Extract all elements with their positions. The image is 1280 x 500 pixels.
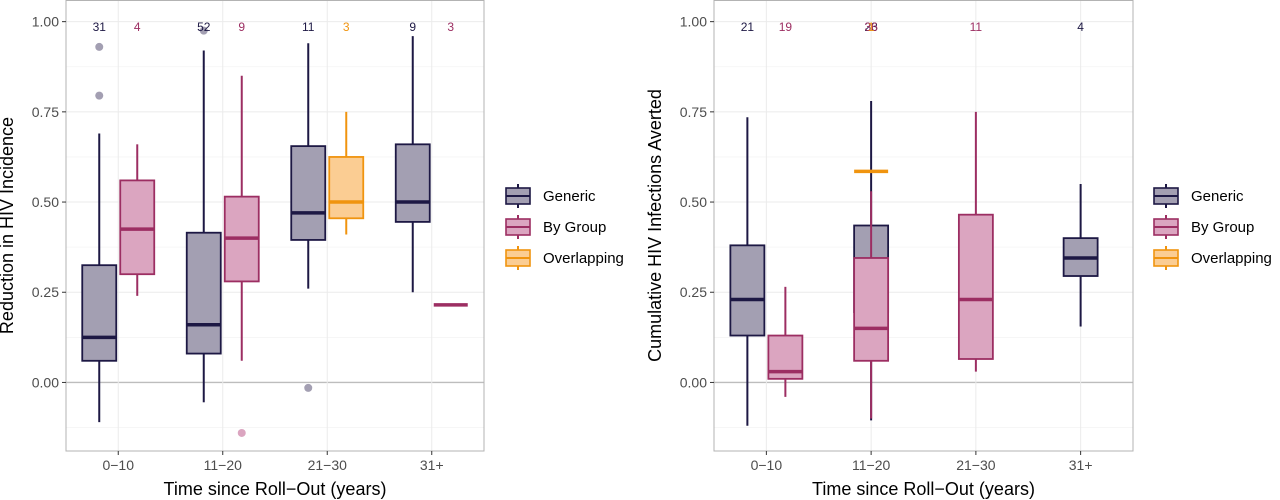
box-generic (729, 117, 766, 426)
box-iqr (957, 213, 994, 360)
panel-border (713, 0, 1134, 452)
x-axis-title: Time since Roll−Out (years) (164, 479, 387, 499)
y-axis-title: Cumulative HIV Infections Averted (645, 89, 665, 362)
legend-item-generic: Generic (505, 184, 596, 208)
x-axis-title: Time since Roll−Out (years) (812, 479, 1035, 499)
y-tick-label: 0.75 (680, 104, 707, 120)
box-generic (1062, 184, 1099, 327)
box-by-group (119, 144, 156, 296)
count-label: 11 (970, 20, 983, 34)
x-tick-label: 11−20 (204, 457, 242, 473)
x-tick-label: 0−10 (751, 457, 783, 473)
y-axis: 0.00 0.25 0.50 0.75 1.00 (680, 14, 714, 390)
y-tick-label: 0.50 (680, 194, 707, 210)
outlier-point (95, 42, 104, 51)
y-tick-label: 1.00 (32, 14, 59, 30)
count-label: 19 (779, 20, 793, 34)
y-tick-label: 0.25 (680, 284, 707, 300)
count-label: 36 (864, 20, 878, 34)
x-tick-label: 31+ (1069, 457, 1093, 473)
box-iqr (81, 264, 118, 362)
panel-border (65, 0, 485, 452)
legend-label: Generic (543, 188, 596, 205)
outlier-point (95, 91, 104, 100)
box-by-group (767, 286, 804, 397)
box-iqr (853, 257, 890, 362)
box-iqr (119, 179, 156, 276)
box-iqr (394, 143, 431, 223)
x-tick-label: 11−20 (852, 457, 890, 473)
legend-label: By Group (1191, 219, 1254, 236)
box-iqr (185, 231, 222, 355)
box-generic (185, 26, 222, 403)
count-label: 9 (238, 20, 245, 34)
x-axis: 0−10 11−20 21−30 31+ (751, 451, 1093, 473)
legend-item-overlapping: Overlapping (505, 246, 624, 270)
legend-label: Generic (1191, 188, 1244, 205)
count-label: 11 (302, 20, 315, 34)
x-axis: 0−10 11−20 21−30 31+ (102, 451, 444, 473)
x-tick-label: 31+ (420, 457, 444, 473)
count-label: 23 (864, 20, 878, 34)
count-label: 4 (1077, 20, 1084, 34)
boxes (729, 101, 1099, 426)
y-tick-label: 0.25 (32, 284, 59, 300)
legend-item-generic: Generic (1153, 184, 1244, 208)
count-label: 4 (134, 20, 141, 34)
count-label: 9 (409, 20, 416, 34)
legend-left: Generic By Group Overlapping (505, 184, 624, 270)
count-label: 52 (197, 20, 211, 34)
y-axis-title: Reduction in HIV Incidence (0, 117, 17, 334)
grid (66, 0, 484, 451)
count-label: 3 (447, 20, 454, 34)
count-label: 1 (868, 20, 875, 34)
box-iqr (290, 145, 327, 241)
box-iqr (729, 244, 766, 337)
count-label: 3 (343, 20, 350, 34)
legend-item-overlapping: Overlapping (1153, 246, 1272, 270)
legend-right: Generic By Group Overlapping (1153, 184, 1272, 270)
box-generic (81, 42, 118, 423)
y-tick-label: 0.00 (32, 374, 59, 390)
x-tick-label: 21−30 (956, 457, 996, 473)
legend-item-by-group: By Group (505, 215, 606, 239)
outlier-point (304, 383, 313, 392)
y-axis: 0.00 0.25 0.50 0.75 1.00 (32, 14, 66, 390)
legend-item-by-group: By Group (1153, 215, 1254, 239)
count-label: 31 (93, 20, 107, 34)
count-label: 21 (741, 20, 755, 34)
box-by-group (853, 191, 890, 419)
legend-label: By Group (543, 219, 606, 236)
box-overlapping (328, 111, 365, 235)
legend-label: Overlapping (543, 250, 624, 267)
x-tick-label: 0−10 (102, 457, 134, 473)
outlier-point (237, 428, 246, 437)
y-tick-label: 0.00 (680, 374, 707, 390)
chart-panel-left: 31 4 52 9 11 3 9 3 0.00 0.25 0.50 0.75 1.00 0−10 11−20… (0, 0, 485, 499)
box-by-group (223, 75, 260, 437)
y-tick-label: 0.50 (32, 194, 59, 210)
y-tick-label: 1.00 (680, 14, 707, 30)
box-generic (394, 36, 431, 293)
outlier-point (199, 26, 208, 35)
box-iqr (328, 156, 365, 220)
x-tick-label: 21−30 (308, 457, 348, 473)
legend-label: Overlapping (1191, 250, 1272, 267)
boxes (81, 26, 468, 437)
box-by-group (957, 111, 994, 372)
box-generic (290, 43, 327, 392)
y-tick-label: 0.75 (32, 104, 59, 120)
